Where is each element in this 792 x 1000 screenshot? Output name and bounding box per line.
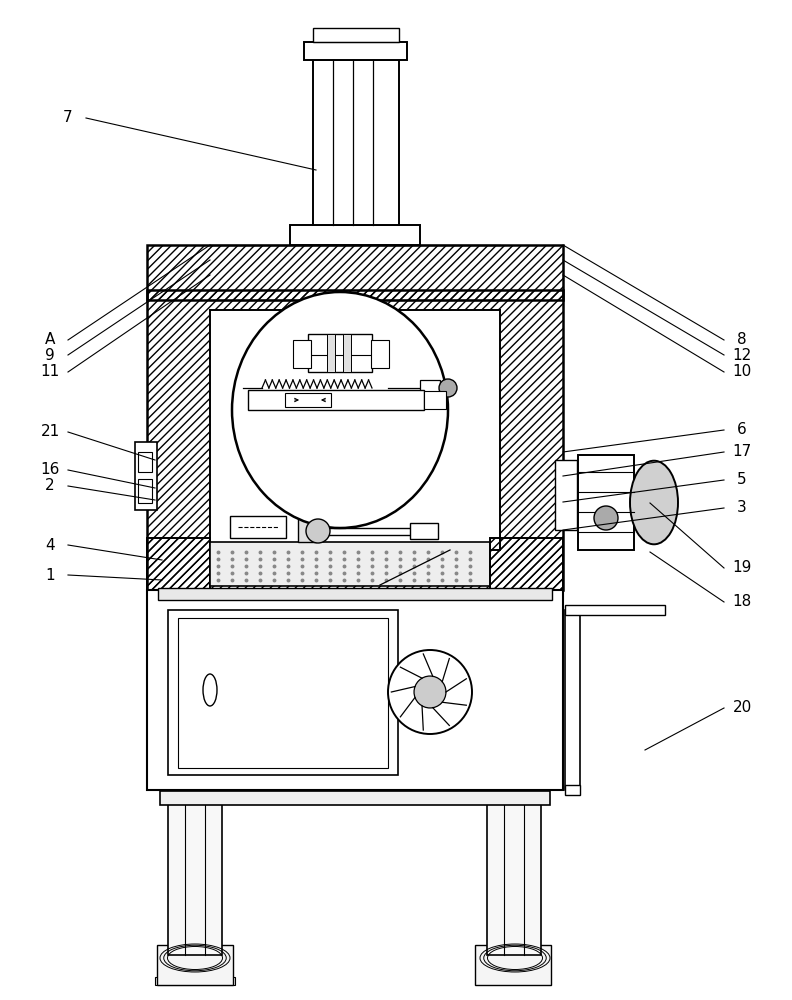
Bar (343, 334, 351, 372)
Text: 16: 16 (40, 462, 59, 478)
Text: A: A (45, 332, 55, 348)
Bar (308, 334, 372, 372)
Bar (165, 968, 225, 976)
Bar (555, 460, 577, 530)
Bar (138, 452, 152, 472)
Bar (565, 605, 665, 615)
Bar (290, 225, 420, 245)
Bar (168, 800, 222, 955)
Text: 5: 5 (737, 473, 747, 488)
Text: 9: 9 (45, 348, 55, 362)
Text: 3: 3 (737, 500, 747, 516)
Text: 10: 10 (733, 364, 752, 379)
Bar (487, 800, 541, 955)
Bar (420, 380, 440, 396)
Bar (327, 334, 335, 372)
Bar (160, 791, 550, 805)
Circle shape (594, 506, 618, 530)
Bar (371, 340, 389, 368)
Bar (147, 538, 210, 590)
Bar (135, 442, 157, 510)
Text: 18: 18 (733, 594, 752, 609)
Bar (475, 945, 551, 985)
Bar (158, 588, 552, 600)
Circle shape (388, 650, 472, 734)
Bar (248, 390, 424, 410)
Bar (490, 538, 563, 590)
Bar (147, 290, 563, 590)
Bar (147, 245, 563, 300)
Bar (159, 974, 231, 982)
Text: 20: 20 (733, 700, 752, 716)
Bar (578, 455, 634, 550)
Bar (168, 610, 398, 775)
Bar (424, 391, 446, 409)
Circle shape (414, 676, 446, 708)
Text: 4: 4 (45, 538, 55, 552)
Bar (178, 618, 388, 768)
Bar (147, 590, 563, 790)
Bar (210, 310, 500, 550)
Bar (162, 971, 228, 979)
Bar (313, 60, 399, 225)
Bar (565, 785, 580, 795)
Bar (157, 945, 233, 985)
Text: 21: 21 (40, 424, 59, 440)
Text: 17: 17 (733, 444, 752, 460)
Text: 6: 6 (737, 422, 747, 438)
Bar (168, 965, 222, 973)
Ellipse shape (232, 292, 448, 528)
Circle shape (306, 519, 330, 543)
Text: 8: 8 (737, 332, 747, 348)
Bar (313, 28, 399, 42)
Ellipse shape (630, 461, 678, 544)
Text: 12: 12 (733, 348, 752, 362)
Bar (410, 523, 438, 539)
Bar (210, 542, 490, 586)
Text: 7: 7 (63, 110, 73, 125)
Bar (304, 42, 407, 60)
Bar (293, 340, 311, 368)
Bar (298, 512, 316, 542)
Ellipse shape (203, 674, 217, 706)
Circle shape (439, 379, 457, 397)
Text: 2: 2 (45, 479, 55, 493)
Text: 1: 1 (45, 568, 55, 582)
Text: 19: 19 (733, 560, 752, 576)
Bar (285, 393, 331, 407)
Bar (155, 977, 235, 985)
Bar (138, 479, 152, 503)
Bar (230, 516, 286, 538)
Text: 11: 11 (40, 364, 59, 379)
